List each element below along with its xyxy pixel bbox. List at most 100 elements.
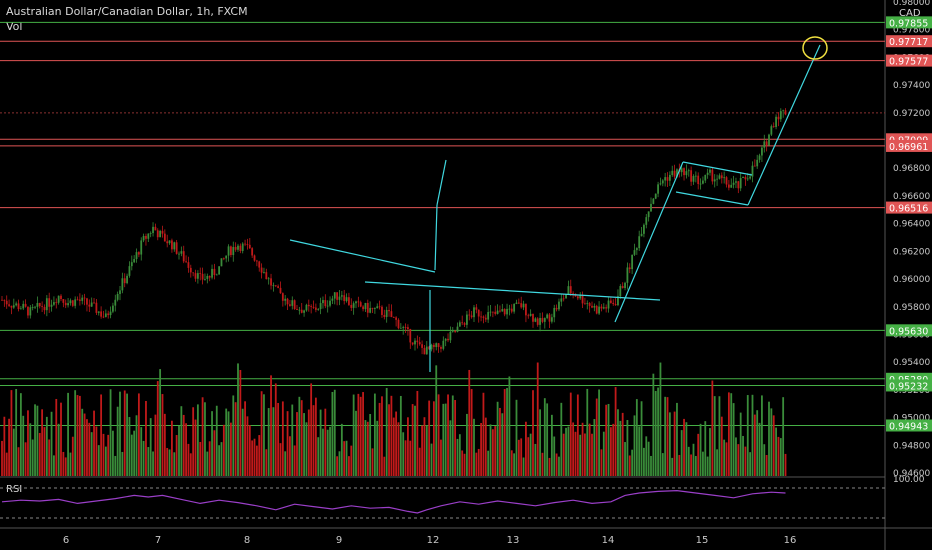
volume-bar (74, 390, 77, 476)
volume-bar (567, 426, 570, 476)
volume-bar (569, 392, 572, 476)
volume-bar (154, 414, 157, 476)
price-level-label-9: 0.94943 (889, 421, 928, 432)
candle-body (501, 309, 504, 312)
volume-bar (430, 443, 433, 476)
volume-bar (319, 409, 322, 476)
candle-body (71, 300, 74, 306)
candle-body (609, 300, 612, 303)
candle-body (267, 278, 270, 280)
candle-body (543, 318, 546, 322)
volume-bar (312, 405, 315, 476)
volume-bar (5, 452, 8, 476)
volume-bar (34, 404, 36, 476)
candle-body (777, 116, 780, 120)
candle-body (255, 260, 258, 262)
candle-body (399, 327, 402, 329)
volume-bar (251, 440, 254, 476)
volume-bar (416, 390, 419, 476)
candle-body (718, 175, 721, 179)
volume-bar (53, 455, 55, 476)
volume-bar (300, 400, 303, 476)
volume-bar (385, 387, 388, 476)
volume-bar (246, 416, 249, 476)
volume-bar (437, 394, 440, 476)
candle-body (130, 262, 133, 267)
candle-body (211, 268, 213, 278)
candle-body (343, 295, 346, 302)
candle-body (206, 275, 209, 279)
candle-body (782, 110, 785, 112)
volume-bar (76, 395, 79, 476)
volume-bar (591, 433, 593, 476)
candle-body (29, 307, 32, 316)
volume-bar (496, 401, 499, 476)
volume-bar (548, 457, 551, 476)
candle-body (402, 327, 405, 328)
volume-bar (640, 401, 643, 476)
candle-body (163, 233, 166, 242)
candle-body (277, 286, 280, 288)
candle-body (425, 346, 428, 355)
candle-body (584, 303, 586, 305)
volume-bar (340, 423, 343, 476)
candle-body (336, 292, 339, 300)
candle-body (484, 317, 487, 320)
price-level-label-4: 0.96961 (889, 142, 928, 153)
volume-bar (1, 440, 3, 476)
candle-body (558, 301, 560, 310)
volume-bar (185, 423, 187, 476)
trendline-5 (614, 161, 684, 323)
volume-bar (763, 444, 766, 476)
volume-bar (584, 433, 586, 476)
candle-body (772, 126, 775, 128)
candle-body (133, 259, 136, 263)
candle-body (617, 296, 619, 306)
volume-bar (619, 420, 622, 476)
volume-bar (178, 425, 180, 476)
volume-bar (196, 404, 199, 476)
volume-bar (515, 399, 518, 476)
volume-bar (659, 362, 662, 476)
candle-body (152, 226, 154, 234)
volume-bar (119, 391, 121, 476)
volume-bar (378, 402, 381, 476)
candle-body (114, 299, 117, 306)
candle-body (640, 233, 643, 237)
volume-bar (673, 411, 676, 476)
candle-body (220, 258, 223, 267)
volume-bar (609, 427, 612, 476)
y-tick-0: 0.94600 (893, 469, 930, 479)
volume-bar (758, 422, 761, 476)
candle-body (680, 168, 683, 173)
candle-body (395, 317, 398, 320)
candle-body (88, 304, 91, 307)
candle-body (447, 338, 449, 341)
candle-body (218, 266, 221, 275)
volume-bar (171, 420, 173, 476)
rsi-line (1, 489, 786, 514)
candle-body (286, 298, 289, 305)
price-level-labels: 0.978550.977170.975770.970090.969610.965… (886, 16, 932, 432)
volume-bar (60, 402, 62, 476)
candle-body (494, 311, 497, 314)
candle-body (305, 304, 308, 311)
candle-body (232, 246, 235, 256)
volume-bar (411, 404, 414, 476)
candle-body (260, 267, 263, 273)
volume-bar (565, 427, 567, 476)
volume-bar (458, 434, 461, 476)
candle-body (647, 211, 650, 218)
volume-bar (137, 393, 140, 476)
volume-bar (126, 393, 128, 476)
volume-bar (307, 409, 310, 476)
candle-body (326, 305, 329, 307)
volume-bar (534, 443, 537, 476)
candle-body (600, 306, 603, 309)
volume-bar (265, 449, 268, 476)
volume-bar (409, 440, 412, 476)
volume-bar (574, 431, 577, 476)
candle-body (34, 306, 36, 308)
candle-body (706, 172, 709, 175)
